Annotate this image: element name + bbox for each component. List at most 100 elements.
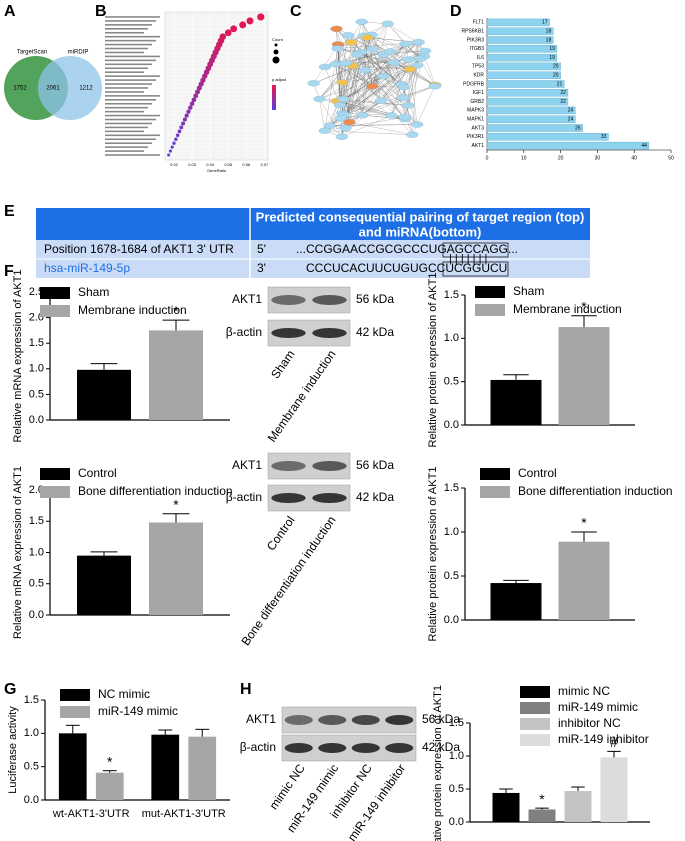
network-node: [351, 51, 364, 58]
significance-marker: *: [173, 303, 179, 319]
network-node: [385, 112, 398, 119]
dot: [188, 105, 193, 110]
legend-swatch: [40, 486, 70, 498]
legend-swatch: [40, 305, 70, 317]
panel-label: C: [290, 3, 302, 20]
network-node: [398, 114, 412, 121]
network-edge: [337, 44, 341, 106]
network-node: [339, 124, 352, 132]
network-edge: [391, 65, 418, 116]
legend-swatch: [520, 734, 550, 746]
row-label-placeholder: [105, 102, 152, 105]
legend-gradient: [272, 85, 276, 110]
blot-band: [385, 743, 414, 753]
network-edge: [335, 63, 406, 118]
blot-band: [271, 295, 306, 305]
network-node: [381, 20, 394, 27]
bar: [486, 62, 561, 71]
bar: [486, 141, 650, 150]
y-tick-label: 1.0: [24, 727, 39, 739]
legend-swatch: [480, 468, 510, 480]
venn-count: 1212: [79, 86, 93, 92]
blot-row-label: AKT1: [232, 292, 262, 306]
strand-end: 3': [257, 261, 266, 275]
legend-title: p.adjust: [272, 77, 287, 82]
panel-label: D: [450, 3, 462, 20]
y-tick-label: TP53: [472, 64, 484, 70]
network-edge: [349, 122, 413, 135]
network-edge: [387, 23, 419, 43]
value-label: 22: [560, 90, 566, 96]
legend-swatch: [60, 706, 90, 718]
legend-swatch: [40, 468, 70, 480]
dot: [230, 25, 238, 33]
blot-band: [318, 743, 347, 753]
network-edge: [329, 65, 353, 126]
network-node: [337, 96, 350, 103]
header-text: Predicted consequential pairing of targe…: [256, 209, 585, 224]
y-tick-label: 0.5: [444, 570, 459, 582]
legend-swatch: [480, 486, 510, 498]
row-label-placeholder: [105, 95, 160, 97]
bar: [486, 80, 565, 88]
bar: [558, 541, 610, 620]
y-tick-label: 0.0: [444, 614, 459, 626]
pair-box: [442, 242, 509, 258]
row-label-placeholder: [105, 126, 148, 129]
legend-label: Bone differentiation induction: [518, 484, 673, 498]
bar: [492, 792, 520, 822]
row-label-placeholder: [105, 63, 152, 66]
venn-set: [38, 56, 102, 120]
bar: [151, 734, 180, 800]
blot-band: [284, 743, 313, 753]
row-label-placeholder: [105, 39, 156, 42]
x-tick-label: 10: [521, 155, 527, 161]
value-label: 20: [553, 73, 559, 79]
legend-label: miR-149 mimic: [558, 700, 638, 714]
legend-label: Membrane induction: [513, 302, 622, 316]
bar: [486, 89, 569, 97]
y-tick-label: 1.0: [444, 526, 459, 538]
network-edge: [335, 63, 373, 87]
bar: [490, 583, 542, 620]
venn-set-label: TargetScan: [17, 50, 47, 56]
row-label-placeholder: [105, 31, 144, 34]
network-edge: [357, 54, 406, 120]
network-edge: [394, 62, 403, 85]
network-edge: [342, 76, 384, 83]
y-tick-label: GRB2: [470, 99, 484, 105]
network-edge: [319, 49, 373, 100]
value-label: 18: [546, 37, 552, 43]
dot: [182, 117, 187, 122]
network-edge: [349, 52, 362, 123]
blot-row-label: β-actin: [240, 740, 276, 754]
row-label-placeholder: [105, 55, 160, 58]
network-edge: [394, 62, 418, 125]
row-label-placeholder: [105, 106, 148, 109]
network-node: [397, 84, 410, 91]
network-edge: [342, 86, 373, 114]
y-axis-label: Relative mRNA expression of AKT1: [12, 466, 24, 639]
network-node: [406, 131, 419, 138]
row-label-placeholder: [105, 99, 156, 101]
legend-label: Control: [518, 466, 557, 480]
legend-label: miR-149 mimic: [98, 704, 178, 718]
dot: [224, 29, 232, 37]
bar: [486, 18, 550, 27]
network-node: [366, 46, 379, 53]
bar: [486, 36, 554, 44]
network-node: [366, 83, 379, 90]
network-node: [345, 39, 358, 46]
x-axis-label: GeneRatio: [207, 168, 227, 173]
plot-area: [164, 11, 269, 161]
x-tick-label: wt-AKT1-3'UTR: [52, 808, 130, 820]
network-node: [307, 80, 320, 87]
bar: [77, 555, 131, 615]
legend-label: mimic NC: [558, 684, 610, 698]
value-label: 24: [568, 117, 574, 123]
row-label-placeholder: [105, 114, 160, 117]
y-tick-label: AKT3: [471, 125, 484, 131]
legend-swatch: [40, 287, 70, 299]
network-node: [402, 56, 415, 63]
